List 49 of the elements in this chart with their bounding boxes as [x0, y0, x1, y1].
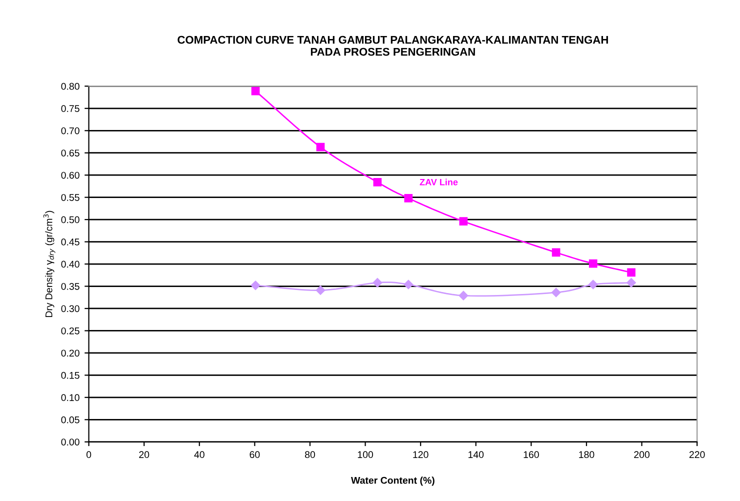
y-tick-label: 0.45 — [61, 238, 80, 246]
y-tick-label: 0.55 — [61, 194, 80, 201]
point — [627, 268, 636, 277]
x-tick-label: 140 — [468, 451, 484, 458]
y-tick-label: 0.10 — [61, 394, 80, 402]
x-tick-label: 0 — [86, 451, 92, 458]
y-tick-label: 0.70 — [61, 127, 80, 134]
y-tick-label: 0.05 — [61, 416, 80, 424]
x-tick-label: 80 — [305, 451, 316, 458]
y-tick-label: 0.65 — [61, 150, 80, 156]
y-tick-label: 0.00 — [61, 438, 80, 446]
x-tick-label: 160 — [524, 451, 539, 458]
y-tick-label: 0.80 — [61, 82, 80, 90]
x-tick-label: 100 — [358, 451, 374, 458]
point — [551, 288, 561, 298]
point — [459, 217, 468, 226]
x-axis-title: Water Content (%) — [351, 476, 434, 486]
point — [373, 178, 382, 186]
x-tick-label: 60 — [250, 451, 260, 458]
series-label: ZAV Line — [420, 178, 458, 186]
y-tick-label: 0.20 — [61, 350, 80, 357]
point — [588, 280, 598, 290]
x-tick-label: 220 — [689, 451, 705, 458]
point — [316, 286, 326, 295]
x-tick-label: 180 — [579, 451, 594, 458]
y-tick-label: 0.15 — [61, 372, 80, 379]
point — [316, 142, 325, 152]
y-axis-title: Dry Density γ$_{dry}$ (gr/cm$^{3}$) — [43, 210, 56, 317]
point — [458, 290, 468, 300]
x-tick-label: 120 — [413, 451, 428, 458]
point — [404, 194, 413, 202]
y-tick-label: 0.35 — [61, 282, 80, 290]
point — [404, 280, 414, 290]
x-tick-label: 200 — [634, 451, 650, 458]
point — [552, 248, 560, 257]
point — [250, 280, 260, 290]
point — [626, 278, 636, 288]
point — [251, 86, 260, 96]
point — [372, 278, 382, 288]
y-tick-label: 0.75 — [61, 105, 80, 112]
x-tick-label: 40 — [194, 451, 204, 458]
y-tick-label: 0.25 — [61, 327, 80, 334]
y-tick-label: 0.40 — [61, 260, 80, 268]
x-tick-label: 20 — [139, 451, 150, 458]
chart-title: COMPACTION CURVE TANAH GAMBUT PALANGKARAYA-KALIMANTAN TENGAH PADA PROSES PENGERINGAN — [178, 36, 608, 56]
y-tick-label: 0.30 — [61, 305, 80, 312]
point — [588, 259, 598, 268]
y-tick-label: 0.50 — [61, 216, 80, 224]
y-tick-label: 0.60 — [61, 172, 80, 179]
